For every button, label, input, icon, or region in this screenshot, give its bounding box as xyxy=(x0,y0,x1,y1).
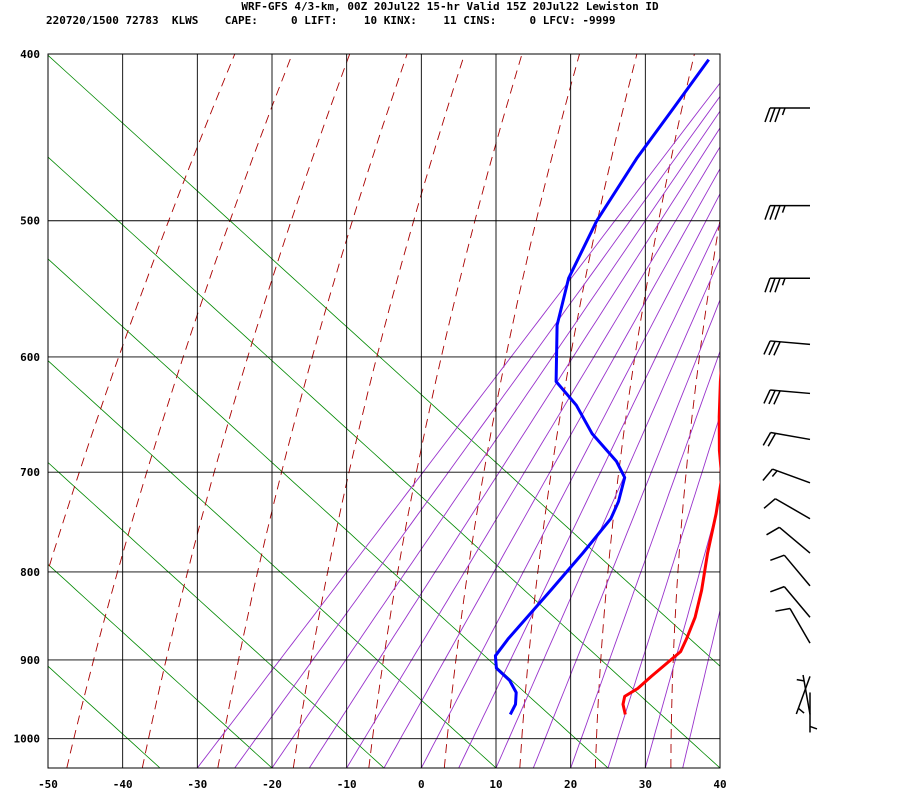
moist-adiabat-line xyxy=(234,95,720,768)
dry-adiabat-line xyxy=(670,217,720,768)
temperature-tick-label: 10 xyxy=(489,778,502,791)
wind-barb xyxy=(762,431,811,447)
moist-adiabat-line xyxy=(719,765,720,768)
dewpoint-profile-line xyxy=(493,58,710,716)
dry-adiabat-line xyxy=(594,54,695,768)
plot-frame xyxy=(47,53,721,769)
station-indices: 220720/1500 72783 KLWS CAPE: 0 LIFT: 10 … xyxy=(46,14,616,27)
pressure-tick-label: 1000 xyxy=(14,733,41,746)
mixing-ratio-line xyxy=(48,360,497,768)
chart-title: WRF-GFS 4/3-km, 00Z 20Jul22 15-hr Valid … xyxy=(241,0,659,13)
wind-barb xyxy=(796,674,811,715)
dry-adiabat-line xyxy=(368,54,523,768)
wind-barb xyxy=(766,526,811,554)
mixing-ratio-line xyxy=(48,156,720,768)
wind-barb xyxy=(763,389,811,405)
moist-adiabat-line xyxy=(308,127,720,768)
moist-adiabat-line xyxy=(607,414,720,768)
wind-barb xyxy=(764,204,810,220)
wind-barb xyxy=(770,585,811,618)
temperature-tick-label: -30 xyxy=(187,778,207,791)
pressure-tick-label: 600 xyxy=(20,351,40,364)
dry-adiabat-line xyxy=(292,54,466,768)
dry-adiabat-line xyxy=(48,54,236,572)
pressure-tick-label: 500 xyxy=(20,215,40,228)
temperature-tick-label: -50 xyxy=(38,778,58,791)
wind-barb xyxy=(764,107,810,123)
temperature-tick-label: -20 xyxy=(262,778,282,791)
profile-series xyxy=(493,58,720,716)
dry-adiabat-line xyxy=(217,54,408,768)
mixing-ratio-line xyxy=(48,258,609,768)
moist-adiabat-line xyxy=(383,167,720,768)
dry-adiabat-line xyxy=(66,54,293,768)
moist-adiabat-line xyxy=(644,497,720,768)
dry-adiabat-line xyxy=(519,54,638,768)
pressure-tick-label: 800 xyxy=(20,566,40,579)
dry-adiabat-line xyxy=(818,54,867,768)
wind-barb xyxy=(764,277,810,293)
dry-adiabat-line xyxy=(141,54,351,768)
dry-adiabat-line xyxy=(888,54,900,768)
moist-adiabat-line xyxy=(346,146,720,768)
grid-lines xyxy=(48,54,720,768)
mixing-ratio-line xyxy=(48,54,720,667)
pressure-tick-label: 400 xyxy=(20,48,40,61)
moist-adiabat-line xyxy=(570,350,720,768)
moist-adiabat-line xyxy=(458,222,720,768)
temperature-tick-label: 30 xyxy=(639,778,652,791)
wind-barb xyxy=(770,554,811,587)
pressure-tick-label: 700 xyxy=(20,466,40,479)
moist-adiabat-line xyxy=(420,192,720,768)
temperature-tick-label: -40 xyxy=(113,778,133,791)
moist-adiabat-line xyxy=(757,54,869,768)
mixing-ratio-line xyxy=(48,563,273,768)
pressure-tick-label: 900 xyxy=(20,654,40,667)
temperature-tick-label: 20 xyxy=(564,778,577,791)
temperature-tick-label: 0 xyxy=(418,778,425,791)
wind-barb xyxy=(795,676,811,715)
wind-barb xyxy=(809,692,818,733)
moist-adiabat-line xyxy=(682,608,720,768)
moist-adiabat-line xyxy=(495,257,720,768)
dry-adiabat-line xyxy=(443,54,580,768)
axis-tick-labels: 400 500 600 700 800 900 1000 -50 -40 -30 -20 -10 0 10… xyxy=(14,48,727,791)
moist-adiabat-line xyxy=(271,110,720,768)
mixing-ratio-line xyxy=(48,461,385,768)
temperature-tick-label: -10 xyxy=(337,778,357,791)
dry-adiabat-line xyxy=(746,54,810,768)
wind-barb xyxy=(763,498,811,520)
wind-barb xyxy=(775,607,811,644)
mixing-ratio-line xyxy=(48,665,161,768)
wind-barb xyxy=(763,340,811,356)
temperature-profile-line xyxy=(621,366,720,715)
wind-barb xyxy=(762,468,811,484)
temperature-tick-label: 40 xyxy=(713,778,726,791)
adiabat-lines xyxy=(48,54,900,768)
wind-barbs xyxy=(762,107,818,733)
moist-adiabat-line xyxy=(532,298,720,768)
moist-adiabat-line xyxy=(196,82,720,768)
